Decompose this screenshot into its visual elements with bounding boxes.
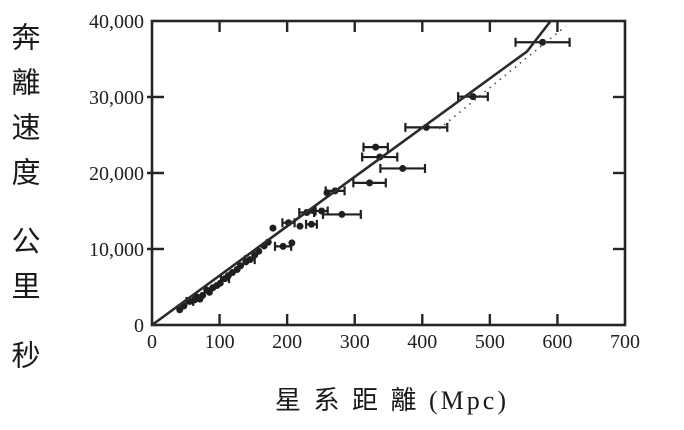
x-tick-label: 500 — [475, 331, 505, 353]
data-point — [366, 179, 374, 187]
data-point — [176, 306, 184, 314]
data-point — [203, 286, 211, 294]
data-point — [318, 207, 326, 215]
x-tick-label: 200 — [272, 331, 302, 353]
y-axis-title-km: 公里 — [7, 226, 39, 316]
data-point — [288, 239, 296, 247]
data-point — [269, 224, 277, 232]
y-axis-title: 奔離速度 公里 秒 — [7, 22, 39, 385]
data-point — [372, 143, 380, 151]
y-tick-label: 30,000 — [89, 87, 144, 109]
y-axis-title-velocity: 奔離速度 — [7, 22, 39, 202]
fit-line — [151, 20, 552, 327]
data-point — [307, 220, 315, 228]
x-tick-label: 100 — [205, 331, 235, 353]
data-point — [539, 38, 547, 46]
x-axis-title: 星 系 距 離 (Mpc) — [275, 386, 509, 415]
y-tick-label: 10,000 — [89, 239, 144, 261]
data-point — [399, 164, 407, 172]
dotted-line — [438, 25, 567, 130]
x-tick-label: 400 — [407, 331, 437, 353]
x-tick-label: 0 — [147, 331, 157, 353]
y-axis-title-sec: 秒 — [7, 340, 39, 385]
x-tick-label: 700 — [610, 331, 640, 353]
y-tick-label: 40,000 — [89, 11, 144, 33]
data-point — [251, 251, 259, 259]
data-point — [338, 210, 346, 218]
data-point — [279, 242, 287, 250]
data-point — [221, 275, 229, 283]
y-tick-label: 0 — [134, 315, 144, 337]
data-point — [242, 258, 250, 266]
data-point — [469, 93, 477, 101]
data-point — [296, 222, 304, 230]
y-tick-label: 20,000 — [89, 163, 144, 185]
x-tick-label: 300 — [340, 331, 370, 353]
x-tick-label: 600 — [542, 331, 572, 353]
